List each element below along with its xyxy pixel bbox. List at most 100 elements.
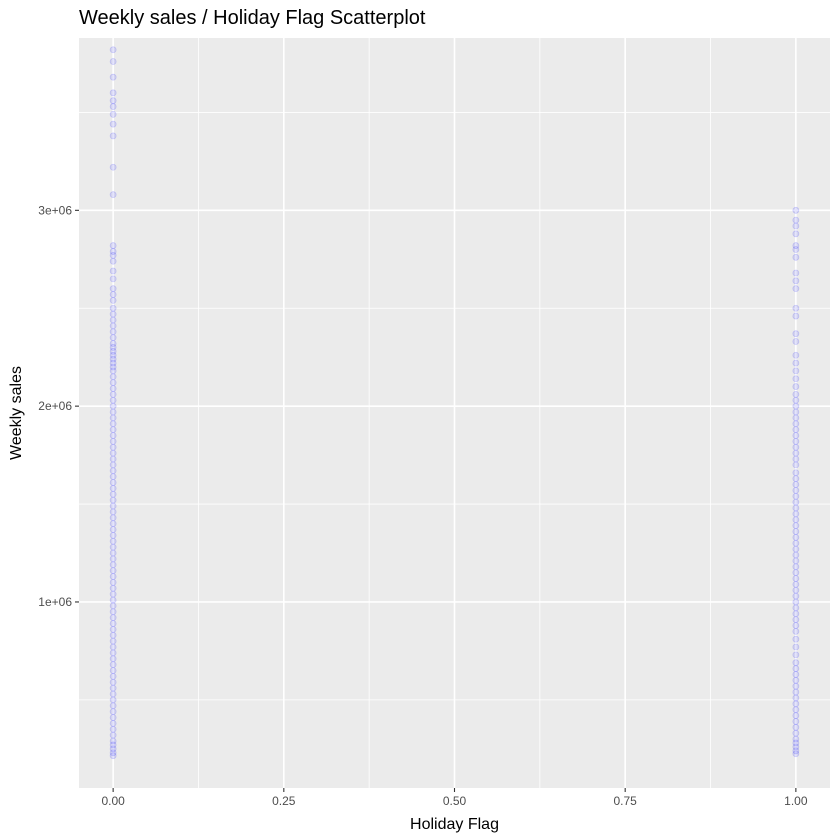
data-points — [109, 46, 800, 760]
data-point — [109, 420, 117, 428]
data-point — [792, 242, 800, 249]
data-point — [792, 665, 800, 672]
data-point — [109, 496, 117, 504]
data-point — [792, 481, 800, 488]
data-point — [792, 622, 800, 629]
data-point — [109, 631, 117, 639]
data-point — [109, 46, 117, 54]
data-point — [792, 522, 800, 529]
data-point — [792, 569, 800, 576]
data-point — [792, 563, 800, 571]
data-point — [792, 312, 800, 320]
data-point — [109, 502, 117, 510]
data-point — [792, 426, 800, 434]
data-point — [109, 285, 117, 293]
data-point — [792, 486, 800, 494]
x-tick-label: 0.75 — [614, 794, 638, 808]
data-point — [109, 745, 117, 753]
data-point — [792, 747, 800, 755]
data-point — [792, 338, 800, 345]
data-point — [792, 659, 800, 667]
data-point — [792, 627, 800, 635]
x-tick-label: 1.00 — [784, 794, 808, 808]
data-point — [792, 475, 800, 483]
data-point — [792, 330, 800, 338]
data-point — [792, 688, 800, 696]
data-point — [792, 396, 800, 404]
data-point — [792, 516, 800, 524]
data-point — [109, 363, 117, 371]
data-point — [792, 510, 800, 518]
data-point — [792, 285, 800, 293]
data-point — [109, 310, 117, 318]
data-point — [109, 328, 117, 336]
data-point — [792, 739, 800, 747]
data-point — [109, 561, 117, 569]
y-axis-title: Weekly sales — [8, 366, 25, 460]
data-point — [109, 455, 117, 463]
data-point — [109, 355, 117, 363]
data-point — [792, 216, 800, 224]
data-point — [109, 191, 117, 199]
data-point — [109, 655, 117, 663]
data-point — [792, 408, 800, 416]
data-point — [792, 735, 800, 743]
data-point — [109, 749, 117, 757]
data-point — [792, 557, 800, 565]
data-point — [109, 257, 117, 265]
data-point — [109, 584, 117, 592]
data-point — [109, 251, 117, 259]
data-point — [792, 575, 800, 582]
y-tick-label: 3e+06 — [38, 203, 72, 217]
grid-lines — [79, 38, 830, 788]
data-point — [792, 375, 800, 383]
data-point — [109, 549, 117, 557]
chart-title: Weekly sales / Holiday Flag Scatterplot — [79, 7, 426, 29]
data-point — [792, 676, 800, 684]
data-point — [792, 729, 800, 737]
y-tick-label: 1e+06 — [38, 595, 72, 609]
data-point — [792, 682, 800, 690]
data-point — [109, 340, 117, 347]
data-point — [792, 437, 800, 445]
data-point — [109, 555, 117, 563]
data-point — [792, 651, 800, 659]
data-point — [792, 367, 800, 375]
data-point — [792, 528, 800, 535]
data-point — [792, 449, 800, 457]
data-point — [109, 379, 117, 387]
data-point — [109, 97, 117, 105]
data-point — [792, 498, 800, 506]
data-point — [109, 426, 117, 434]
data-point — [109, 573, 117, 580]
data-point — [109, 408, 117, 416]
data-point — [109, 614, 117, 622]
data-point — [109, 690, 117, 698]
data-point — [109, 291, 117, 298]
data-point — [109, 385, 117, 392]
data-point — [109, 316, 117, 324]
data-point — [792, 539, 800, 547]
data-point — [109, 672, 117, 680]
data-point — [109, 620, 117, 627]
data-point — [792, 390, 800, 398]
data-point — [109, 537, 117, 545]
data-point — [792, 269, 800, 277]
data-point — [792, 671, 800, 678]
data-point — [109, 684, 117, 692]
data-point — [109, 267, 117, 275]
data-point — [792, 351, 800, 359]
data-point — [792, 455, 800, 463]
data-point — [792, 206, 800, 214]
data-point — [109, 696, 117, 704]
data-point — [109, 731, 117, 739]
data-point — [792, 750, 800, 758]
data-point — [109, 103, 117, 110]
data-point — [109, 132, 117, 140]
data-point — [792, 592, 800, 600]
data-point — [792, 700, 800, 708]
data-point — [109, 120, 117, 128]
data-point — [792, 383, 800, 390]
